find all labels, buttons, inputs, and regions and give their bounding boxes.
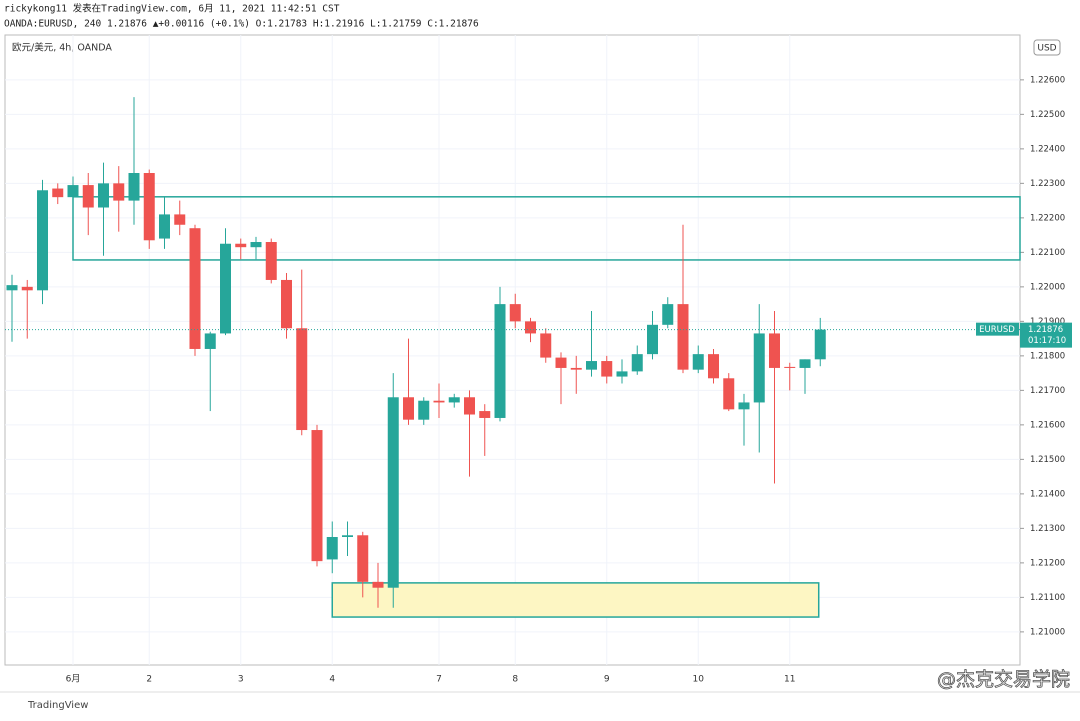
candle-body	[494, 304, 506, 418]
candle-body	[692, 354, 704, 370]
y-tick-label: 1.21300	[1030, 524, 1065, 534]
candle-body	[769, 333, 780, 368]
candle-body	[37, 190, 48, 291]
publisher: rickykong11 发表在TradingView.com, 6月 11, 2…	[4, 3, 340, 15]
candle-body	[250, 242, 262, 248]
candle-body	[464, 397, 475, 415]
candle-body	[67, 185, 79, 198]
candle-body	[708, 354, 719, 379]
y-tick-label: 1.22200	[1030, 213, 1065, 223]
candle-body	[174, 214, 186, 225]
candle-body	[784, 366, 796, 368]
x-tick-label: 8	[512, 675, 518, 685]
candle-body	[479, 411, 491, 418]
candle-body	[235, 243, 247, 248]
candle-body	[601, 361, 613, 377]
candle-body	[738, 402, 750, 410]
y-tick-label: 1.22500	[1030, 110, 1065, 120]
candle-body	[357, 535, 369, 582]
x-tick-label: 2	[146, 675, 152, 685]
y-tick-label: 1.21900	[1030, 317, 1065, 327]
last-price-countdown: 01:17:10	[1028, 336, 1066, 346]
candle-body	[311, 430, 323, 562]
candle-body	[387, 397, 399, 588]
candle-body	[82, 185, 94, 208]
candle-body	[647, 324, 658, 355]
candle-body	[525, 321, 536, 334]
candle-body	[418, 400, 430, 420]
zone	[72, 196, 1021, 261]
candle-body	[723, 378, 735, 410]
y-tick-label: 1.21500	[1030, 455, 1065, 465]
zone	[331, 582, 820, 618]
candle-body	[52, 188, 64, 198]
candle-body	[204, 333, 216, 349]
watermark: @杰克交易学院	[937, 669, 1070, 691]
candle-body	[265, 242, 277, 280]
chart-title: 欧元/美元, 4h, OANDA	[12, 42, 112, 54]
x-tick-label: 11	[784, 675, 795, 685]
brand: TradingView	[27, 700, 88, 711]
plot-frame	[4, 34, 1021, 666]
y-tick-label: 1.21200	[1030, 558, 1065, 568]
candle-body	[281, 279, 292, 329]
candle-body	[296, 328, 308, 431]
candle-body	[540, 333, 552, 358]
y-tick-label: 1.21000	[1030, 627, 1065, 637]
currency-box	[1033, 39, 1061, 56]
y-tick-label: 1.21700	[1030, 386, 1065, 396]
last-price-symbol: EURUSD	[979, 325, 1015, 335]
candle-body	[403, 397, 414, 420]
last-price-box	[1020, 322, 1072, 348]
candle-body	[586, 361, 597, 370]
candle-body	[662, 304, 674, 325]
y-tick-label: 1.21100	[1030, 593, 1065, 603]
candle-body	[631, 354, 643, 372]
x-tick-label: 10	[693, 675, 705, 685]
y-tick-label: 1.22600	[1030, 75, 1065, 85]
candle-body	[372, 581, 384, 588]
y-tick-label: 1.22100	[1030, 248, 1065, 258]
x-tick-label: 9	[604, 675, 610, 685]
y-tick-label: 1.21800	[1030, 351, 1065, 361]
y-tick-label: 1.21400	[1030, 489, 1065, 499]
x-tick-label: 3	[238, 675, 244, 685]
candle-body	[21, 286, 33, 291]
y-tick-label: 1.22000	[1030, 282, 1065, 292]
candle-body	[128, 173, 140, 201]
candle-body	[509, 304, 521, 322]
x-tick-label: 6月	[66, 674, 81, 685]
candle-body	[98, 183, 109, 208]
candle-body	[159, 214, 170, 239]
candle-body	[220, 243, 231, 334]
candle-body	[113, 183, 125, 201]
candle-body	[342, 535, 353, 537]
candle-body	[814, 329, 826, 360]
quote: OANDA:EURUSD, 240 1.21876 ▲+0.00116 (+0.…	[4, 19, 479, 30]
candle-body	[616, 371, 628, 377]
candle-body	[555, 357, 567, 368]
candle-body	[433, 400, 445, 403]
candle-body	[189, 228, 201, 349]
candle-body	[753, 333, 765, 403]
candle-body	[570, 367, 582, 370]
y-tick-label: 1.22400	[1030, 144, 1065, 154]
candle-body	[448, 397, 460, 403]
x-tick-label: 7	[436, 675, 442, 685]
x-tick-label: 4	[329, 675, 335, 685]
last-price-symbol-box	[976, 322, 1019, 336]
y-tick-label: 1.21600	[1030, 420, 1065, 430]
candle-body	[6, 285, 18, 291]
candle-body	[677, 304, 689, 370]
currency: USD	[1037, 44, 1056, 54]
y-tick-label: 1.22300	[1030, 179, 1065, 189]
candle-body	[326, 536, 338, 560]
candle-body	[143, 173, 155, 241]
candle-body	[799, 359, 811, 368]
last-price-value: 1.21876	[1028, 325, 1063, 335]
